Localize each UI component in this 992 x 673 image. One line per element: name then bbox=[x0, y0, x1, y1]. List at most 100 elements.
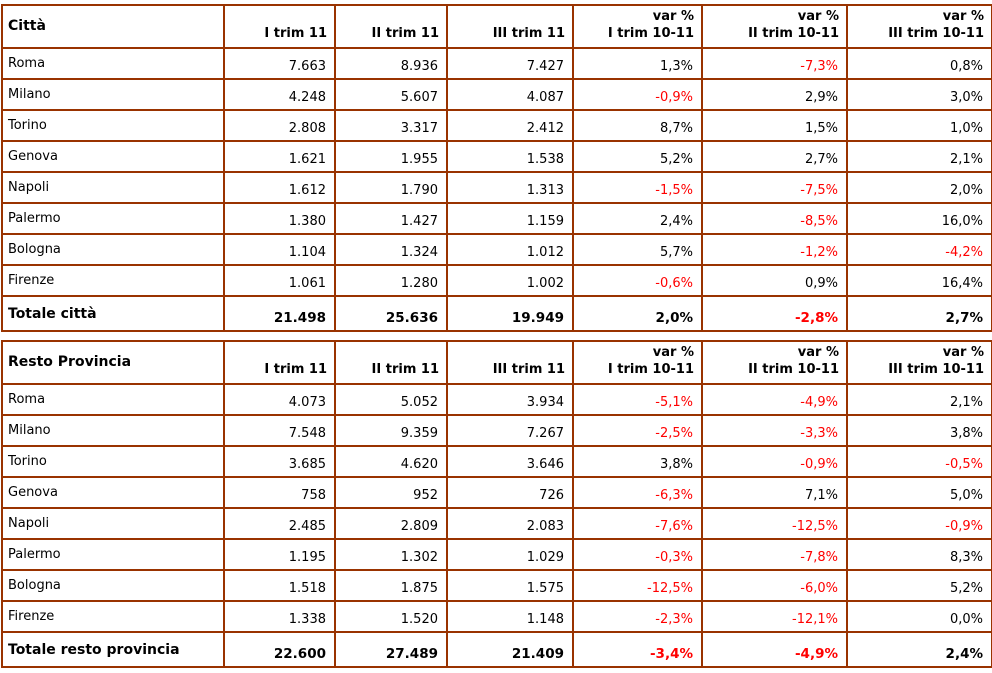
cell: 27.489 bbox=[334, 631, 448, 668]
cell: 1.621 bbox=[223, 140, 336, 173]
row-label: Napoli bbox=[1, 507, 225, 540]
row-label: Genova bbox=[1, 140, 225, 173]
cell: 2,1% bbox=[846, 140, 992, 173]
row-napoli: Napoli 1.612 1.790 1.313 -1,5% -7,5% 2,0… bbox=[1, 171, 992, 204]
cell: 1.159 bbox=[446, 202, 574, 235]
cell: 2.083 bbox=[446, 507, 574, 540]
column-header-var-i-trim: var % I trim 10-11 bbox=[572, 4, 703, 49]
cell: 1.520 bbox=[334, 600, 448, 633]
cell: -1,5% bbox=[572, 171, 703, 204]
row-roma: Roma 7.663 8.936 7.427 1,3% -7,3% 0,8% bbox=[1, 47, 992, 80]
row-totale-citta: Totale città 21.498 25.636 19.949 2,0% -… bbox=[1, 295, 992, 332]
cell: 1,3% bbox=[572, 47, 703, 80]
cell: 19.949 bbox=[446, 295, 574, 332]
row-roma: Roma 4.073 5.052 3.934 -5,1% -4,9% 2,1% bbox=[1, 383, 992, 416]
cell: 3,0% bbox=[846, 78, 992, 111]
cell: 4.620 bbox=[334, 445, 448, 478]
cell: 9.359 bbox=[334, 414, 448, 447]
row-label: Genova bbox=[1, 476, 225, 509]
cell: 2.809 bbox=[334, 507, 448, 540]
cell: 25.636 bbox=[334, 295, 448, 332]
row-bologna: Bologna 1.104 1.324 1.012 5,7% -1,2% -4,… bbox=[1, 233, 992, 266]
cell: 1.061 bbox=[223, 264, 336, 297]
cell: -3,4% bbox=[572, 631, 703, 668]
row-label: Bologna bbox=[1, 569, 225, 602]
cell: 2,7% bbox=[846, 295, 992, 332]
cell: 1.148 bbox=[446, 600, 574, 633]
row-label: Milano bbox=[1, 78, 225, 111]
cell: 3.317 bbox=[334, 109, 448, 142]
cell: -2,3% bbox=[572, 600, 703, 633]
total-row-label: Totale resto provincia bbox=[1, 631, 225, 668]
cell: 5,7% bbox=[572, 233, 703, 266]
cell: 1.875 bbox=[334, 569, 448, 602]
cell: 3,8% bbox=[572, 445, 703, 478]
column-header-i-trim-11: I trim 11 bbox=[223, 4, 336, 49]
row-palermo: Palermo 1.195 1.302 1.029 -0,3% -7,8% 8,… bbox=[1, 538, 992, 571]
cell: 5,2% bbox=[846, 569, 992, 602]
cell: -12,1% bbox=[701, 600, 848, 633]
cell: -3,3% bbox=[701, 414, 848, 447]
cell: -2,5% bbox=[572, 414, 703, 447]
cell: 0,8% bbox=[846, 47, 992, 80]
row-label: Napoli bbox=[1, 171, 225, 204]
cell: -8,5% bbox=[701, 202, 848, 235]
cell: 5.607 bbox=[334, 78, 448, 111]
cell: 2,0% bbox=[846, 171, 992, 204]
cell: 1.380 bbox=[223, 202, 336, 235]
row-torino: Torino 3.685 4.620 3.646 3,8% -0,9% -0,5… bbox=[1, 445, 992, 478]
cell: 1.302 bbox=[334, 538, 448, 571]
cell: 1.324 bbox=[334, 233, 448, 266]
cell: 1.280 bbox=[334, 264, 448, 297]
row-label: Torino bbox=[1, 109, 225, 142]
column-header-i-trim-11: I trim 11 bbox=[223, 340, 336, 385]
cell: 1.575 bbox=[446, 569, 574, 602]
column-header-ii-trim-11: II trim 11 bbox=[334, 4, 448, 49]
cell: 1.790 bbox=[334, 171, 448, 204]
cell: 7.427 bbox=[446, 47, 574, 80]
cell: -0,6% bbox=[572, 264, 703, 297]
cell: 3.685 bbox=[223, 445, 336, 478]
cell: -7,5% bbox=[701, 171, 848, 204]
row-label: Palermo bbox=[1, 538, 225, 571]
column-header-var-iii-trim: var % III trim 10-11 bbox=[846, 4, 992, 49]
cell: -6,3% bbox=[572, 476, 703, 509]
citta-table: Città I trim 11 II trim 11 III trim 11 v… bbox=[1, 4, 992, 332]
cell: -4,2% bbox=[846, 233, 992, 266]
cell: 3,8% bbox=[846, 414, 992, 447]
row-milano: Milano 7.548 9.359 7.267 -2,5% -3,3% 3,8… bbox=[1, 414, 992, 447]
cell: 5,0% bbox=[846, 476, 992, 509]
cell: 7.267 bbox=[446, 414, 574, 447]
cell: 16,4% bbox=[846, 264, 992, 297]
cell: 952 bbox=[334, 476, 448, 509]
cell: 0,9% bbox=[701, 264, 848, 297]
column-header-var-ii-trim: var % II trim 10-11 bbox=[701, 340, 848, 385]
column-header-var-i-trim: var % I trim 10-11 bbox=[572, 340, 703, 385]
cell: 1.538 bbox=[446, 140, 574, 173]
row-milano: Milano 4.248 5.607 4.087 -0,9% 2,9% 3,0% bbox=[1, 78, 992, 111]
cell: -4,9% bbox=[701, 631, 848, 668]
cell: -0,3% bbox=[572, 538, 703, 571]
row-genova: Genova 758 952 726 -6,3% 7,1% 5,0% bbox=[1, 476, 992, 509]
row-label: Milano bbox=[1, 414, 225, 447]
cell: -12,5% bbox=[701, 507, 848, 540]
cell: 8,7% bbox=[572, 109, 703, 142]
column-header-var-iii-trim: var % III trim 10-11 bbox=[846, 340, 992, 385]
cell: 3.934 bbox=[446, 383, 574, 416]
column-header-iii-trim-11: III trim 11 bbox=[446, 340, 574, 385]
cell: 1.427 bbox=[334, 202, 448, 235]
cell: 8.936 bbox=[334, 47, 448, 80]
row-palermo: Palermo 1.380 1.427 1.159 2,4% -8,5% 16,… bbox=[1, 202, 992, 235]
row-label: Palermo bbox=[1, 202, 225, 235]
row-totale-resto-provincia: Totale resto provincia 22.600 27.489 21.… bbox=[1, 631, 992, 668]
cell: 1.518 bbox=[223, 569, 336, 602]
cell: -0,9% bbox=[846, 507, 992, 540]
cell: 5.052 bbox=[334, 383, 448, 416]
total-row-label: Totale città bbox=[1, 295, 225, 332]
cell: 1.029 bbox=[446, 538, 574, 571]
cell: -1,2% bbox=[701, 233, 848, 266]
resto-provincia-table: Resto Provincia I trim 11 II trim 11 III… bbox=[1, 340, 992, 668]
cell: 8,3% bbox=[846, 538, 992, 571]
cell: -0,5% bbox=[846, 445, 992, 478]
